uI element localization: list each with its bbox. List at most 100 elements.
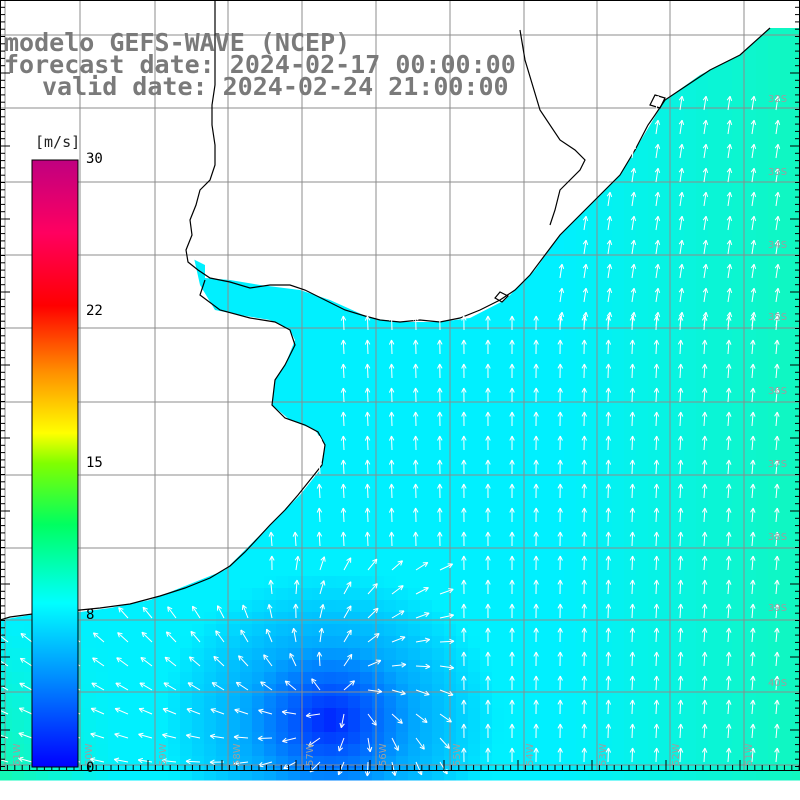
field-cell: [648, 588, 661, 601]
field-cell: [300, 324, 313, 337]
field-cell: [696, 324, 709, 337]
field-cell: [348, 312, 361, 325]
field-cell: [720, 744, 733, 757]
field-cell: [168, 660, 181, 673]
field-cell: [228, 696, 241, 709]
field-cell: [240, 696, 253, 709]
field-cell: [144, 768, 157, 781]
field-cell: [120, 660, 133, 673]
field-cell: [636, 696, 649, 709]
field-cell: [528, 456, 541, 469]
wind-arrow: [461, 483, 467, 499]
field-cell: [624, 348, 637, 361]
field-cell: [552, 648, 565, 661]
wind-arrow: [293, 603, 299, 619]
field-cell: [120, 732, 133, 745]
field-cell: [468, 336, 481, 349]
field-cell: [600, 720, 613, 733]
field-cell: [156, 768, 169, 781]
field-cell: [372, 636, 385, 649]
field-cell: [12, 660, 25, 673]
field-cell: [348, 456, 361, 469]
wind-arrow: [774, 555, 780, 571]
field-cell: [684, 468, 697, 481]
field-cell: [276, 564, 289, 577]
field-cell: [384, 564, 397, 577]
field-cell: [600, 228, 613, 241]
field-cell: [780, 264, 793, 277]
field-cell: [372, 384, 385, 397]
field-cell: [756, 576, 769, 589]
field-cell: [720, 300, 733, 313]
field-cell: [96, 612, 109, 625]
field-cell: [288, 672, 301, 685]
field-cell: [600, 576, 613, 589]
field-cell: [600, 552, 613, 565]
field-cell: [744, 636, 757, 649]
wind-arrow: [485, 675, 491, 691]
field-cell: [720, 84, 733, 97]
field-cell: [300, 660, 313, 673]
field-cell: [792, 720, 800, 733]
wind-arrow: [678, 263, 685, 279]
wind-arrow: [509, 507, 515, 523]
field-cell: [636, 312, 649, 325]
field-cell: [684, 300, 697, 313]
wind-arrow: [701, 507, 708, 523]
field-cell: [108, 660, 121, 673]
wind-arrow: [726, 531, 732, 547]
field-cell: [792, 276, 800, 289]
field-cell: [372, 540, 385, 553]
field-cell: [432, 348, 445, 361]
field-cell: [0, 708, 13, 721]
field-cell: [648, 252, 661, 265]
field-cell: [372, 408, 385, 421]
field-cell: [276, 600, 289, 613]
wind-arrow: [557, 411, 563, 427]
wind-arrow: [415, 637, 431, 643]
field-cell: [228, 672, 241, 685]
wind-arrow: [161, 758, 177, 764]
field-cell: [504, 504, 517, 517]
field-cell: [684, 612, 697, 625]
field-cell: [708, 144, 721, 157]
field-cell: [504, 612, 517, 625]
wind-arrow: [437, 531, 443, 547]
field-cell: [480, 492, 493, 505]
field-cell: [420, 540, 433, 553]
wind-arrow: [533, 675, 539, 691]
field-cell: [360, 468, 373, 481]
field-cell: [516, 696, 529, 709]
field-cell: [96, 756, 109, 769]
field-cell: [420, 564, 433, 577]
field-cell: [720, 324, 733, 337]
wind-arrow: [629, 603, 636, 619]
field-cell: [516, 468, 529, 481]
field-cell: [756, 144, 769, 157]
wind-arrow: [267, 604, 273, 619]
field-cell: [648, 432, 661, 445]
field-cell: [660, 384, 673, 397]
field-cell: [348, 648, 361, 661]
field-cell: [420, 696, 433, 709]
wind-arrow: [485, 339, 491, 355]
field-cell: [756, 228, 769, 241]
field-cell: [252, 588, 265, 601]
wind-arrow: [701, 387, 708, 403]
field-cell: [156, 600, 169, 613]
wind-arrow: [581, 363, 587, 379]
field-cell: [720, 756, 733, 769]
field-cell: [276, 312, 289, 325]
field-cell: [708, 504, 721, 517]
wind-arrow: [138, 707, 153, 715]
field-cell: [468, 456, 481, 469]
field-cell: [300, 552, 313, 565]
field-cell: [708, 300, 721, 313]
field-cell: [384, 720, 397, 733]
field-cell: [516, 492, 529, 505]
field-cell: [684, 684, 697, 697]
wind-arrow: [653, 435, 660, 451]
field-cell: [660, 504, 673, 517]
wind-arrow: [606, 287, 613, 303]
field-cell: [384, 444, 397, 457]
